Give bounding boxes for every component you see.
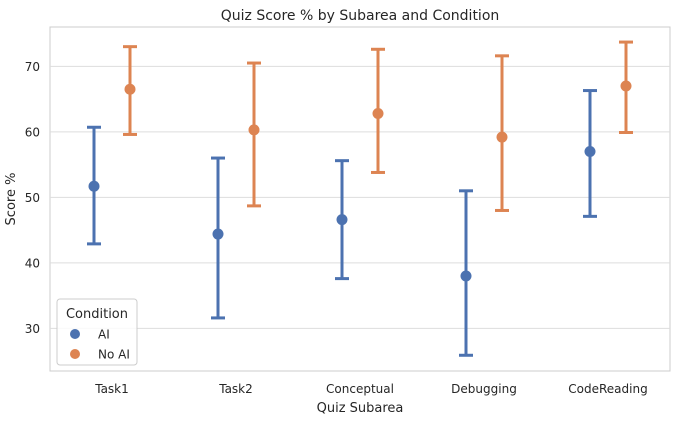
legend-label: AI (98, 328, 110, 342)
plot-area (49, 26, 671, 372)
x-tick-label: Debugging (451, 382, 517, 396)
point-ai (212, 228, 224, 240)
y-tick-label: 40 (25, 256, 40, 270)
y-tick-label: 30 (25, 322, 40, 336)
point-no-ai (124, 83, 136, 95)
gridlines (50, 65, 670, 329)
legend-marker-no-ai (70, 349, 80, 359)
point-ai (336, 214, 348, 226)
y-tick-labels: 30 40 50 60 70 (25, 60, 40, 336)
legend-label: No AI (98, 348, 130, 362)
y-tick-label: 70 (25, 60, 40, 74)
point-no-ai (620, 80, 632, 92)
y-axis-label: Score % (4, 173, 19, 226)
x-tick-labels: Task1 Task2 Conceptual Debugging CodeReading (94, 382, 647, 396)
legend: Condition AI No AI (56, 298, 138, 366)
point-ai (584, 145, 596, 157)
x-axis-label: Quiz Subarea (317, 401, 404, 416)
chart-marks (87, 40, 633, 357)
point-ai (88, 180, 100, 192)
x-tick-label: Task2 (218, 382, 253, 396)
legend-box (56, 298, 138, 366)
chart-title: Quiz Score % by Subarea and Condition (221, 8, 500, 24)
point-no-ai (496, 131, 508, 143)
y-tick-label: 60 (25, 125, 40, 139)
legend-marker-ai (70, 329, 80, 339)
x-tick-label: Task1 (94, 382, 129, 396)
y-tick-label: 50 (25, 191, 40, 205)
x-tick-label: Conceptual (326, 382, 394, 396)
point-ai (460, 270, 472, 282)
x-tick-label: CodeReading (568, 382, 647, 396)
point-no-ai (248, 124, 260, 136)
point-no-ai (372, 107, 384, 119)
legend-title: Condition (66, 307, 128, 322)
